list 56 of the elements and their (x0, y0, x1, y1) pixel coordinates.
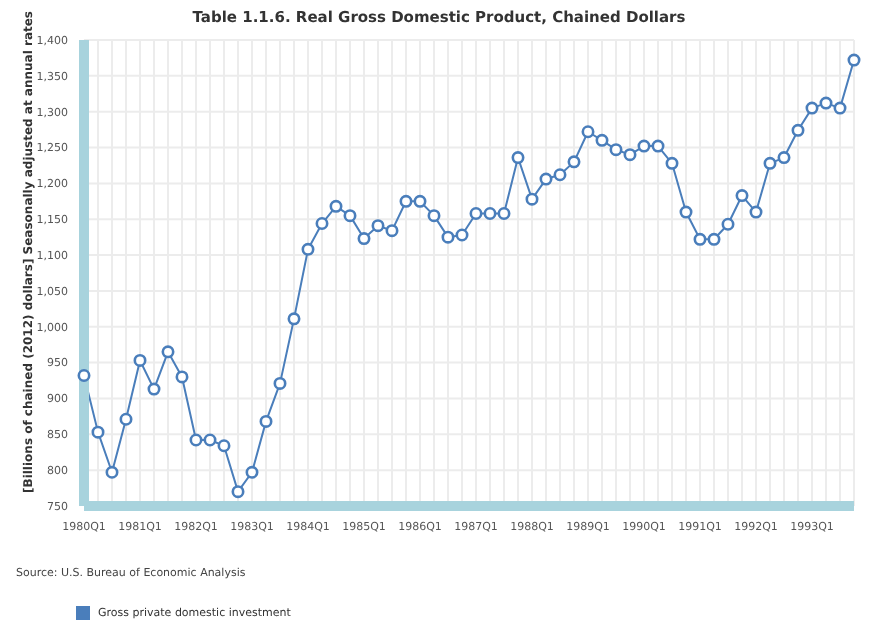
point (819, 96, 833, 110)
point (175, 370, 189, 384)
point (441, 230, 455, 244)
point (357, 232, 371, 246)
point (525, 192, 539, 206)
point (749, 205, 763, 219)
point (721, 217, 735, 231)
point (105, 465, 119, 479)
point (651, 139, 665, 153)
point (707, 232, 721, 246)
point (693, 232, 707, 246)
point (665, 156, 679, 170)
point (735, 189, 749, 203)
point (259, 414, 273, 428)
point (273, 376, 287, 390)
point (371, 219, 385, 233)
point (833, 101, 847, 115)
point (385, 224, 399, 238)
point (329, 199, 343, 213)
point (763, 156, 777, 170)
point (609, 143, 623, 157)
point (637, 139, 651, 153)
point (469, 206, 483, 220)
point (133, 353, 147, 367)
point (399, 194, 413, 208)
point (231, 485, 245, 499)
point (679, 205, 693, 219)
point (847, 53, 861, 67)
point (77, 369, 91, 382)
point (595, 133, 609, 147)
point (343, 209, 357, 223)
point (427, 209, 441, 223)
point (189, 433, 203, 447)
point (539, 172, 553, 186)
point (91, 425, 105, 439)
point (161, 345, 175, 359)
point (553, 168, 567, 182)
point (245, 465, 259, 479)
point (777, 151, 791, 165)
point (455, 228, 469, 242)
point (119, 412, 133, 426)
point (301, 242, 315, 256)
point (315, 217, 329, 231)
point (623, 148, 637, 162)
point (567, 155, 581, 169)
point (497, 206, 511, 220)
point (217, 439, 231, 453)
point (791, 123, 805, 137)
point (203, 433, 217, 447)
point (483, 206, 497, 220)
point (805, 101, 819, 115)
point (287, 312, 301, 326)
point (511, 151, 525, 165)
point (581, 125, 595, 139)
point (413, 194, 427, 208)
point (147, 382, 161, 396)
